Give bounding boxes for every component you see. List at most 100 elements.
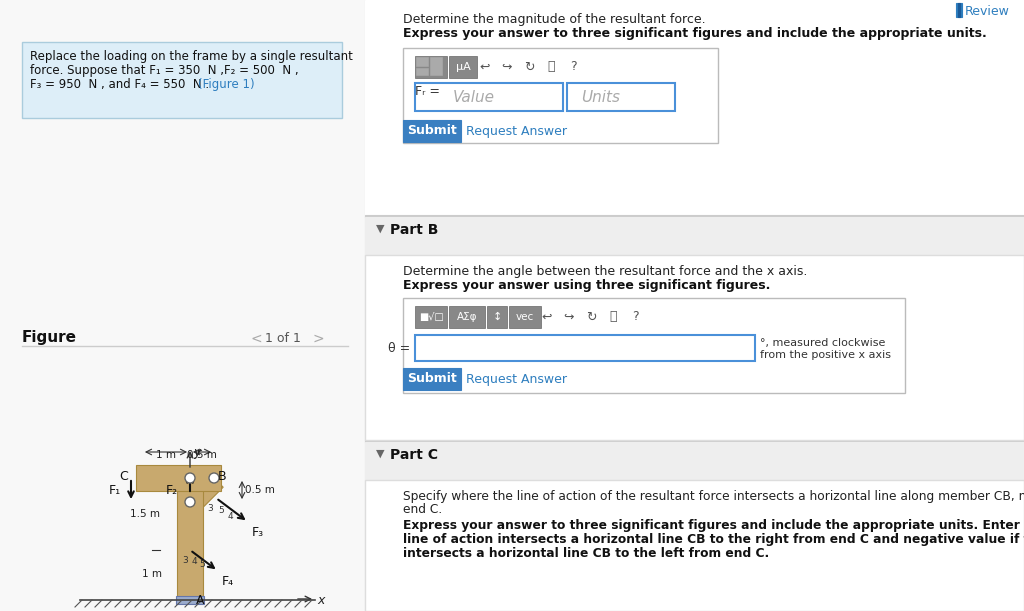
Text: ↕: ↕ bbox=[493, 312, 502, 322]
Text: <: < bbox=[250, 332, 261, 346]
Bar bbox=[430, 57, 443, 76]
Bar bbox=[416, 68, 429, 76]
Bar bbox=[22, 42, 342, 118]
Text: y: y bbox=[193, 446, 201, 459]
Bar bbox=[365, 255, 1024, 440]
Text: 0.5 m: 0.5 m bbox=[245, 485, 274, 495]
Bar bbox=[403, 298, 905, 393]
Text: ↩: ↩ bbox=[480, 60, 490, 73]
Bar bbox=[403, 368, 461, 390]
Text: from the positive x axis: from the positive x axis bbox=[760, 350, 891, 360]
Text: Fᵣ =: Fᵣ = bbox=[415, 85, 440, 98]
Text: ?: ? bbox=[632, 310, 638, 323]
Bar bbox=[176, 596, 204, 604]
Bar bbox=[415, 335, 755, 361]
Bar bbox=[365, 0, 1024, 215]
Text: θ =: θ = bbox=[388, 342, 410, 354]
Bar bbox=[415, 83, 563, 111]
Circle shape bbox=[185, 497, 195, 507]
Text: Replace the loading on the frame by a single resultant: Replace the loading on the frame by a si… bbox=[30, 50, 353, 63]
Bar bbox=[177, 478, 203, 598]
Bar bbox=[509, 306, 541, 328]
Text: force. Suppose that F₁ = 350  N ,F₂ = 500  N ,: force. Suppose that F₁ = 350 N ,F₂ = 500… bbox=[30, 64, 299, 77]
Text: F₃: F₃ bbox=[252, 526, 264, 539]
Text: ⬛: ⬛ bbox=[609, 310, 616, 323]
Text: ↻: ↻ bbox=[523, 60, 535, 73]
Text: Request Answer: Request Answer bbox=[466, 125, 567, 137]
Text: >: > bbox=[312, 332, 324, 346]
Text: B: B bbox=[218, 470, 226, 483]
Text: line of action intersects a horizontal line CB to the right from end C and negat: line of action intersects a horizontal l… bbox=[403, 533, 1024, 546]
Bar bbox=[958, 3, 961, 17]
Text: 4: 4 bbox=[227, 512, 232, 521]
Text: 3: 3 bbox=[207, 504, 213, 513]
Text: (Figure 1): (Figure 1) bbox=[198, 78, 255, 91]
Text: Express your answer using three significant figures.: Express your answer using three signific… bbox=[403, 279, 770, 292]
Bar bbox=[415, 56, 447, 78]
Text: 1 m: 1 m bbox=[156, 450, 176, 460]
Text: ↪: ↪ bbox=[564, 310, 574, 323]
Bar bbox=[956, 3, 962, 17]
Bar bbox=[0, 0, 365, 611]
Bar bbox=[403, 120, 461, 142]
Text: ■√□: ■√□ bbox=[419, 312, 443, 322]
Text: 5: 5 bbox=[218, 506, 224, 515]
Text: ▼: ▼ bbox=[376, 224, 384, 234]
Text: μA: μA bbox=[456, 62, 470, 72]
Text: Submit: Submit bbox=[408, 125, 457, 137]
Text: 0.5 m: 0.5 m bbox=[187, 450, 217, 460]
Bar bbox=[449, 56, 477, 78]
Text: Request Answer: Request Answer bbox=[466, 373, 567, 386]
Text: x: x bbox=[317, 594, 325, 607]
Text: Specify where the line of action of the resultant force intersects a horizontal : Specify where the line of action of the … bbox=[403, 490, 1024, 503]
Text: AΣφ: AΣφ bbox=[457, 312, 477, 322]
Bar bbox=[365, 0, 1024, 611]
Bar bbox=[365, 217, 1024, 255]
Text: 1 m: 1 m bbox=[142, 569, 162, 579]
Text: end C.: end C. bbox=[403, 503, 442, 516]
Text: F₃ = 950  N , and F₄ = 550  N .: F₃ = 950 N , and F₄ = 550 N . bbox=[30, 78, 213, 91]
Text: Express your answer to three significant figures and include the appropriate uni: Express your answer to three significant… bbox=[403, 519, 1024, 532]
Text: 4: 4 bbox=[193, 557, 198, 566]
Text: Submit: Submit bbox=[408, 373, 457, 386]
Text: ▼: ▼ bbox=[376, 449, 384, 459]
Bar bbox=[449, 306, 485, 328]
Circle shape bbox=[209, 473, 219, 483]
Bar bbox=[365, 480, 1024, 611]
Text: C: C bbox=[119, 470, 128, 483]
Text: Review: Review bbox=[965, 5, 1010, 18]
Text: ↻: ↻ bbox=[586, 310, 596, 323]
Bar bbox=[365, 255, 1024, 440]
Text: F₁: F₁ bbox=[109, 483, 121, 497]
Bar bbox=[415, 306, 447, 328]
Text: Part B: Part B bbox=[390, 223, 438, 237]
Bar bbox=[567, 83, 675, 111]
Text: 5: 5 bbox=[199, 560, 205, 569]
Polygon shape bbox=[181, 469, 223, 511]
Text: Part C: Part C bbox=[390, 448, 438, 462]
Text: Units: Units bbox=[581, 89, 620, 104]
Bar bbox=[487, 306, 507, 328]
Text: F₂: F₂ bbox=[166, 484, 178, 497]
Text: Determine the angle between the resultant force and the x axis.: Determine the angle between the resultan… bbox=[403, 265, 807, 278]
Bar bbox=[136, 465, 221, 491]
Text: A: A bbox=[196, 594, 205, 607]
Text: F₄: F₄ bbox=[222, 575, 234, 588]
Circle shape bbox=[185, 473, 195, 483]
Text: 3: 3 bbox=[182, 556, 188, 565]
Text: Express your answer to three significant figures and include the appropriate uni: Express your answer to three significant… bbox=[403, 27, 987, 40]
Text: Figure: Figure bbox=[22, 330, 77, 345]
Bar bbox=[365, 215, 1024, 217]
Text: ?: ? bbox=[569, 60, 577, 73]
Bar bbox=[416, 57, 429, 67]
Bar bbox=[365, 0, 367, 611]
Bar bbox=[365, 442, 1024, 480]
Text: Determine the magnitude of the resultant force.: Determine the magnitude of the resultant… bbox=[403, 13, 706, 26]
Text: ⬛: ⬛ bbox=[547, 60, 555, 73]
Text: °, measured clockwise: °, measured clockwise bbox=[760, 338, 886, 348]
Text: ↪: ↪ bbox=[502, 60, 512, 73]
Text: Value: Value bbox=[453, 89, 495, 104]
Text: ↩: ↩ bbox=[542, 310, 552, 323]
Text: 1 of 1: 1 of 1 bbox=[265, 332, 301, 345]
Bar bbox=[365, 480, 1024, 611]
